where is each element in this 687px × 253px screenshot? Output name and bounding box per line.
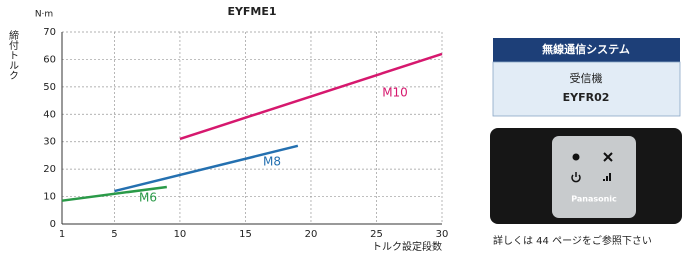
panel-label: 受信機 — [570, 71, 603, 85]
y-unit: N·m — [35, 10, 53, 20]
panel-header: 無線通信システム — [542, 42, 630, 56]
y-tick-label: 10 — [43, 192, 56, 203]
x-tick-label: 25 — [370, 229, 383, 240]
series-label: M6 — [139, 191, 157, 205]
panel-model: EYFR02 — [563, 91, 610, 104]
y-tick-label: 30 — [43, 137, 56, 148]
series-label: M8 — [263, 155, 281, 169]
x-tick-label: 5 — [111, 229, 117, 240]
y-tick-label: 20 — [43, 164, 56, 175]
panel-box — [493, 62, 680, 116]
y-axis-label: 締付トルク — [7, 29, 19, 80]
chart-title: EYFME1 — [227, 5, 276, 18]
x-axis-label: トルク設定段数 — [372, 240, 442, 253]
y-tick-label: 50 — [43, 82, 56, 93]
y-tick-label: 70 — [43, 27, 56, 38]
product-panel — [552, 136, 636, 218]
page: {"chart_data": {"type": "line", "title":… — [0, 0, 687, 253]
product-brand: Panasonic — [571, 195, 617, 204]
y-tick-label: 40 — [43, 109, 56, 120]
series-label: M10 — [382, 86, 408, 100]
y-tick-label: 60 — [43, 54, 56, 65]
x-tick-label: 30 — [436, 229, 449, 240]
x-tick-label: 1 — [59, 229, 65, 240]
panel-caption: 詳しくは 44 ページをご参照下さい — [493, 234, 652, 247]
x-tick-label: 20 — [305, 229, 318, 240]
x-tick-label: 15 — [239, 229, 252, 240]
x-tick-label: 10 — [174, 229, 187, 240]
icon-dot — [573, 154, 580, 161]
figure: EYFME1 N·m 締付トルク トルク設定段数 無線通信システム 受信機 EY… — [0, 0, 687, 253]
y-tick-label: 0 — [50, 219, 56, 230]
